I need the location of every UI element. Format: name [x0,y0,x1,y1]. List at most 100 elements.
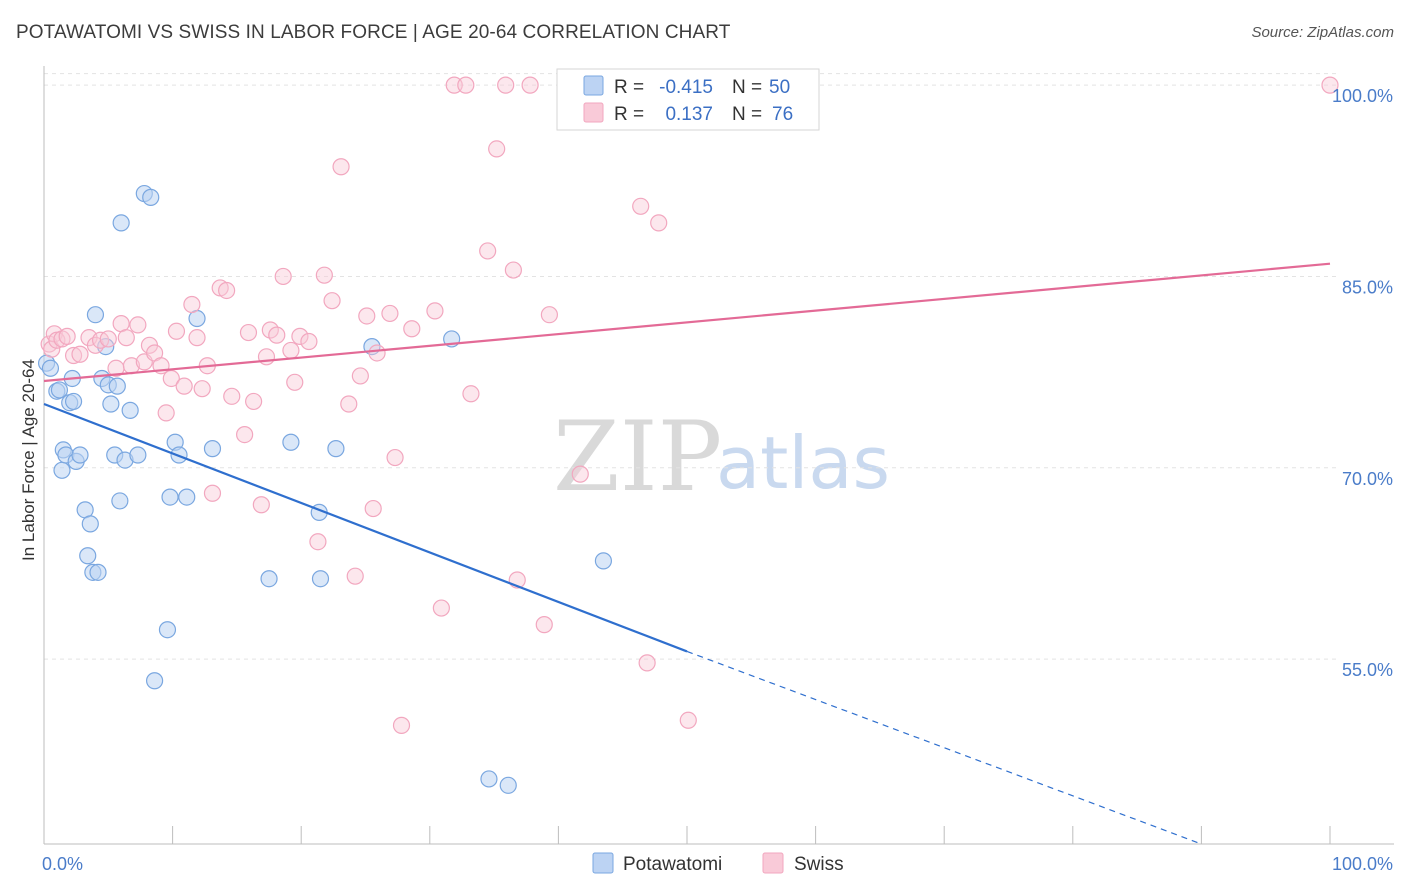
data-point-swiss [300,332,318,351]
data-point-swiss [479,242,497,260]
legend-bottom-swatch-swiss [762,852,784,874]
chart-title: POTAWATOMI VS SWISS IN LABOR FORCE | AGE… [16,22,731,43]
data-point-swiss [368,344,386,362]
data-point-swiss [167,322,186,340]
data-point-swiss [392,716,411,734]
y-tick-label: 55.0% [1342,660,1393,680]
data-point-potawatomi [121,401,139,419]
legend-n-value-swiss: 76 [772,104,793,125]
data-point-swiss [99,330,117,348]
data-point-swiss [340,395,358,413]
legend-r-value-swiss: 0.137 [665,104,713,125]
data-point-swiss [274,267,292,286]
data-point-swiss [346,567,364,585]
data-point-swiss [71,345,89,363]
legend-bottom: Potawatomi Swiss [592,852,844,875]
data-point-swiss [223,387,241,405]
y-axis-label: In Labor Force | Age 20-64 [19,359,38,561]
x-tick-labels: 0.0% 100.0% [42,854,1393,874]
data-point-swiss [432,599,450,617]
data-point-swiss [252,496,270,514]
data-point-potawatomi [86,306,105,324]
data-point-swiss [504,261,522,279]
data-point-potawatomi [203,440,222,458]
series-potawatomi-points [37,184,613,794]
data-point-potawatomi [102,395,120,413]
data-point-swiss [386,448,404,467]
data-point-potawatomi [64,392,83,411]
data-point-swiss [535,616,553,634]
data-point-potawatomi [158,621,177,639]
data-point-potawatomi [79,547,97,565]
data-point-potawatomi [499,776,517,794]
data-point-potawatomi [89,563,107,581]
data-point-swiss [175,377,193,395]
data-point-swiss [193,380,211,398]
legend-n-label-swiss: N = [732,104,762,125]
data-point-swiss [632,197,650,215]
data-point-swiss [282,341,300,360]
data-point-swiss [268,326,286,344]
data-point-potawatomi [327,440,345,458]
data-point-swiss [497,76,515,94]
data-point-swiss [488,140,506,158]
x-tick-label-end: 100.0% [1332,854,1393,874]
data-point-swiss [236,425,254,444]
data-point-potawatomi [81,515,99,533]
data-point-potawatomi [129,446,147,464]
legend-n-value-potawatomi: 50 [769,77,790,98]
watermark-atlas: atlas [716,421,890,505]
data-point-swiss [203,484,222,502]
data-point-swiss [64,346,83,365]
legend-top: R = -0.415 N = 50 R = 0.137 N = 76 [556,68,820,131]
watermark-zip: ZIP [553,401,722,513]
trend-lines [43,262,1331,845]
data-point-swiss [188,329,206,347]
data-point-potawatomi [142,188,160,206]
data-point-swiss [381,304,399,323]
data-point-potawatomi [71,446,89,464]
data-point-swiss [351,367,369,385]
data-point-swiss [540,306,558,324]
trend-line-swiss [43,262,1331,383]
data-point-swiss [323,292,341,310]
legend-n-label-potawatomi: N = [732,77,762,98]
data-point-swiss [58,327,76,345]
data-point-swiss [679,711,697,729]
data-point-swiss [1321,76,1339,94]
data-point-swiss [286,373,304,391]
trend-line-extension-potawatomi [686,650,1202,845]
data-point-potawatomi [145,672,164,690]
data-point-swiss [638,654,656,672]
data-point-swiss [462,385,480,403]
trend-line-potawatomi [43,402,688,653]
data-point-potawatomi [594,552,613,570]
y-tick-label: 100.0% [1332,86,1393,106]
data-point-swiss [239,323,258,342]
legend-bottom-label-potawatomi: Potawatomi [623,854,722,875]
legend-r-label-potawatomi: R = [614,77,644,98]
data-point-swiss [117,329,135,347]
legend-swatch-potawatomi [583,75,604,96]
data-point-swiss [315,266,333,284]
data-point-swiss [650,214,668,232]
data-point-swiss [129,316,147,334]
legend-swatch-swiss [583,102,604,123]
legend-bottom-swatch-potawatomi [592,852,614,874]
data-point-swiss [332,158,350,176]
y-tick-labels: 55.0% 70.0% 85.0% 100.0% [1332,86,1393,680]
data-point-potawatomi [111,492,129,510]
data-point-swiss [521,76,539,94]
data-point-swiss [218,281,236,300]
data-point-swiss [309,533,327,551]
data-point-potawatomi [282,433,300,451]
data-point-potawatomi [112,214,130,232]
data-point-potawatomi [161,488,179,506]
legend-bottom-label-swiss: Swiss [794,854,844,875]
data-point-swiss [245,392,263,411]
y-tick-label: 85.0% [1342,277,1393,297]
data-point-swiss [291,327,309,345]
data-point-potawatomi [311,570,330,588]
data-point-swiss [571,465,589,483]
